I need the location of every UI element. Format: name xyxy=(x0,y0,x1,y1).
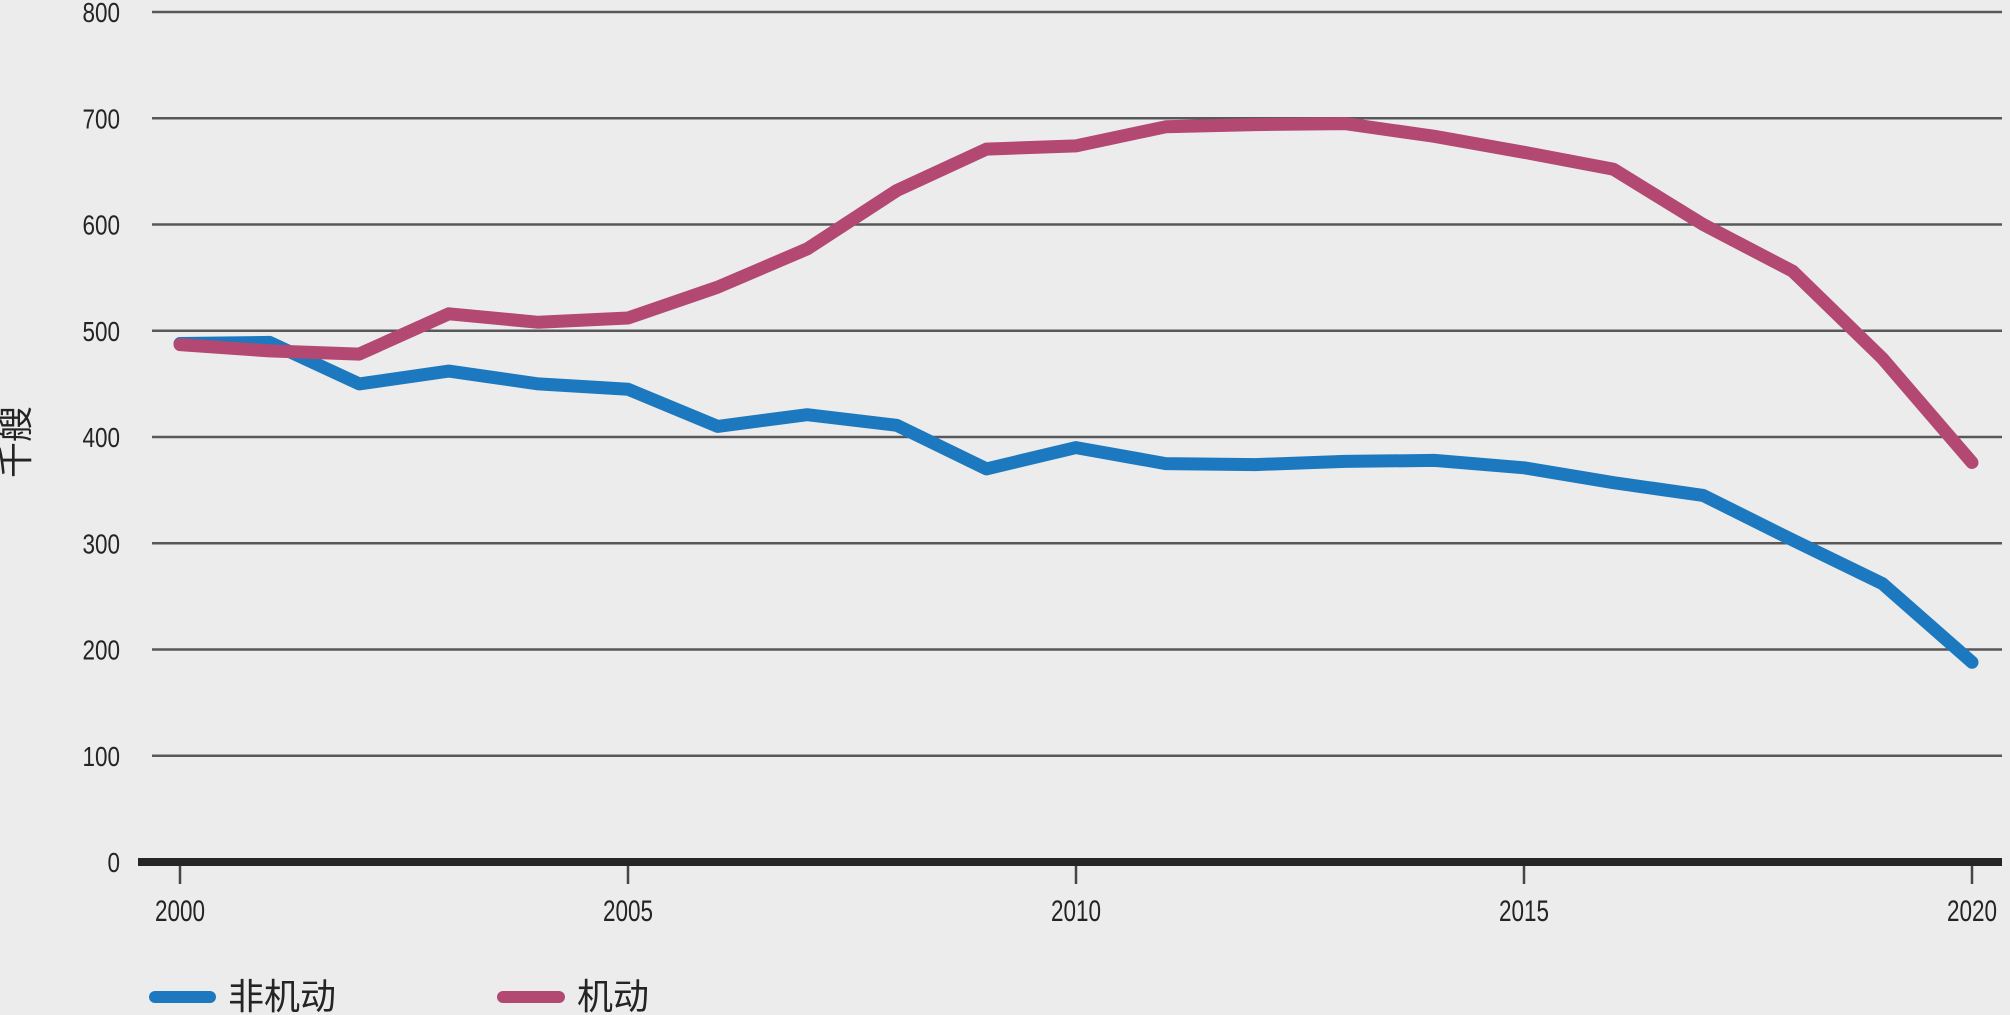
axes: 0 100 200 300 400 500 600 700 800 2000 2005 2010 201… xyxy=(83,0,2002,928)
x-tick-label-2015: 2015 xyxy=(1499,895,1549,928)
y-tick-label-500: 500 xyxy=(83,316,121,347)
series-line-非机动 xyxy=(173,335,1979,669)
y-tick-label-700: 700 xyxy=(83,103,121,134)
data-series xyxy=(173,117,1979,669)
x-tick-label-2020: 2020 xyxy=(1947,895,1997,928)
y-tick-label-600: 600 xyxy=(83,210,121,241)
legend: 非机动 机动 xyxy=(149,976,649,1015)
x-tick-label-2010: 2010 xyxy=(1051,895,1101,928)
y-axis-title: 千艘 xyxy=(0,406,36,478)
x-tick-label-2000: 2000 xyxy=(155,895,205,928)
legend-item-机动: 机动 xyxy=(497,976,649,1015)
legend-label-非机动: 非机动 xyxy=(228,976,336,1015)
legend-label-机动: 机动 xyxy=(577,976,649,1015)
series-line-机动 xyxy=(173,117,1979,469)
legend-item-非机动: 非机动 xyxy=(149,976,336,1015)
y-tick-label-400: 400 xyxy=(83,422,121,453)
x-tick-label-2005: 2005 xyxy=(603,895,653,928)
y-tick-label-200: 200 xyxy=(83,635,121,666)
y-tick-label-800: 800 xyxy=(83,0,121,28)
gridlines xyxy=(152,10,2002,757)
y-tick-label-300: 300 xyxy=(83,528,121,559)
y-tick-label-0: 0 xyxy=(108,847,121,878)
y-tick-label-100: 100 xyxy=(83,741,121,772)
